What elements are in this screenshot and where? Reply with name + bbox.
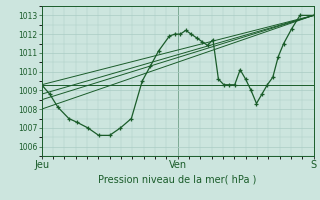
X-axis label: Pression niveau de la mer( hPa ): Pression niveau de la mer( hPa ) xyxy=(99,174,257,184)
